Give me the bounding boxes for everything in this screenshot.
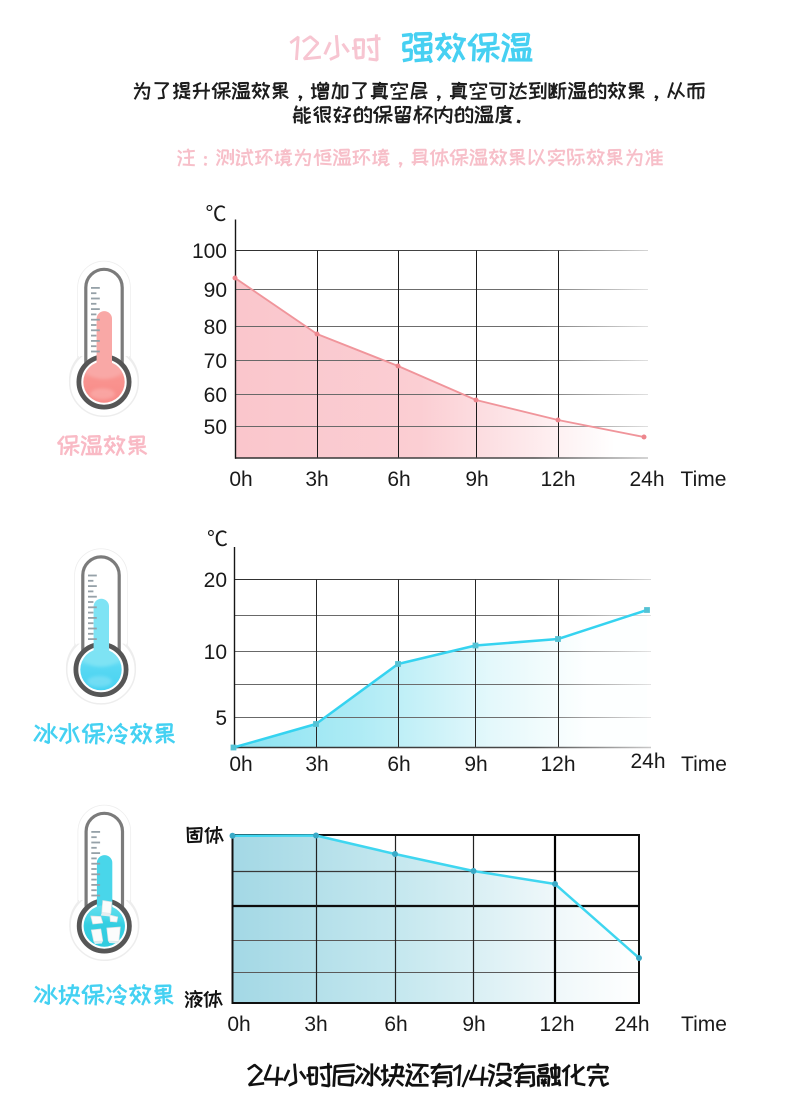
svg-text:0h: 0h bbox=[227, 1013, 250, 1036]
svg-text:24h: 24h bbox=[614, 1013, 649, 1036]
svg-text:60: 60 bbox=[204, 384, 227, 407]
svg-text:50: 50 bbox=[204, 416, 227, 439]
svg-text:10: 10 bbox=[204, 641, 227, 664]
svg-text:100: 100 bbox=[192, 240, 227, 263]
svg-text:Time: Time bbox=[681, 753, 727, 776]
svg-text:Time: Time bbox=[681, 1013, 727, 1036]
svg-text:80: 80 bbox=[204, 316, 227, 339]
svg-text:24h: 24h bbox=[630, 750, 665, 773]
svg-text:6h: 6h bbox=[387, 753, 410, 776]
svg-text:90: 90 bbox=[204, 279, 227, 302]
svg-text:0h: 0h bbox=[229, 753, 252, 776]
svg-text:12h: 12h bbox=[540, 753, 575, 776]
svg-text:24h: 24h bbox=[629, 468, 664, 491]
svg-text:70: 70 bbox=[204, 350, 227, 373]
svg-text:9h: 9h bbox=[464, 753, 487, 776]
svg-text:9h: 9h bbox=[462, 1013, 485, 1036]
svg-text:6h: 6h bbox=[384, 1013, 407, 1036]
svg-text:Time: Time bbox=[681, 468, 727, 491]
svg-text:6h: 6h bbox=[387, 468, 410, 491]
svg-text:20: 20 bbox=[204, 569, 227, 592]
svg-text:5: 5 bbox=[215, 707, 227, 730]
svg-text:3h: 3h bbox=[305, 753, 328, 776]
svg-text:12h: 12h bbox=[540, 468, 575, 491]
svg-text:9h: 9h bbox=[465, 468, 488, 491]
svg-text:3h: 3h bbox=[304, 1013, 327, 1036]
svg-text:12h: 12h bbox=[539, 1013, 574, 1036]
svg-text:3h: 3h bbox=[305, 468, 328, 491]
svg-text:0h: 0h bbox=[229, 468, 252, 491]
